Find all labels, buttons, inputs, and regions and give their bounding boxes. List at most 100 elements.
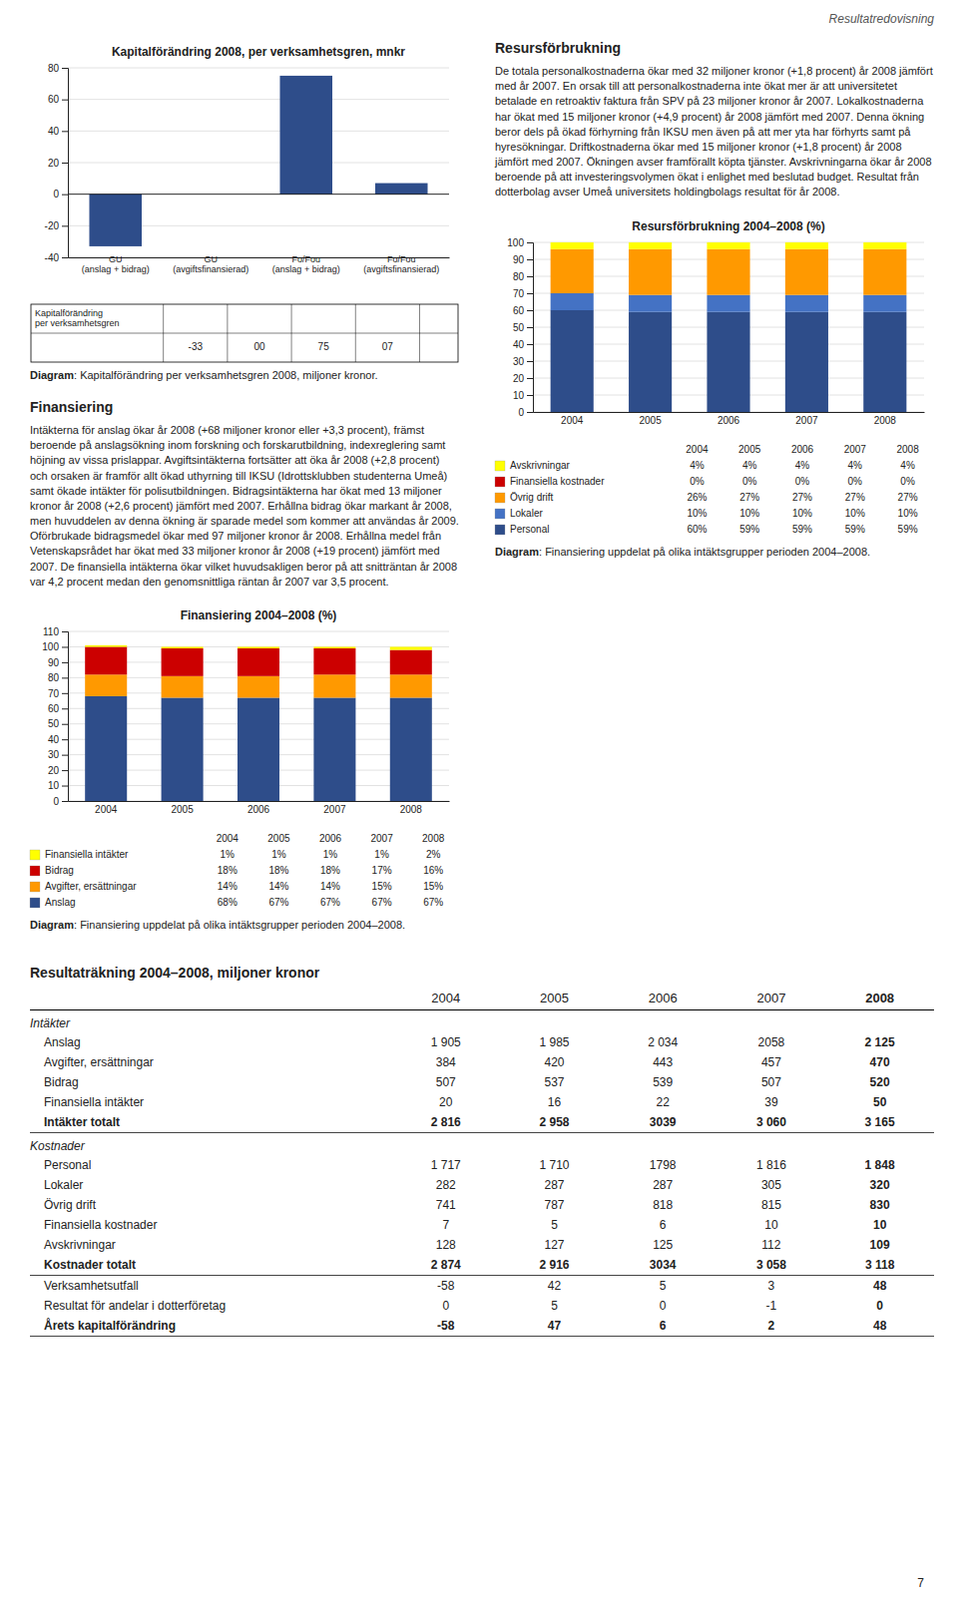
tick-mark (61, 130, 68, 132)
legend-year: 2005 (738, 443, 762, 455)
bar-segment (313, 646, 356, 649)
cell-value: 127 (499, 1235, 609, 1256)
legend-value: 15% (372, 881, 393, 893)
table-row: Personal1 7171 71017981 8161 848 (29, 1155, 935, 1176)
table-row: Bidrag507537539507520 (29, 1072, 935, 1093)
cell-value: 3034 (608, 1255, 718, 1277)
year-header: 2004 (391, 986, 500, 1011)
y-tick: 80 (47, 62, 68, 74)
legend-swatch (494, 461, 505, 472)
tick-mark (61, 257, 68, 259)
cell-value: 39 (717, 1092, 827, 1113)
article-text: Intäkterna för anslag ökar år 2008 (+68 … (29, 423, 460, 590)
tick-label: 2004 (94, 804, 118, 816)
legend-year: 2004 (685, 443, 709, 455)
text-line: GU (204, 254, 219, 265)
tick-label: 80 (512, 270, 525, 282)
y-tick: 20 (512, 372, 533, 384)
cell-value: 20 (391, 1092, 500, 1113)
legend-value: 26% (686, 490, 707, 502)
year-header: 2006 (608, 986, 718, 1011)
table-row: Avskrivningar128127125112109 (29, 1235, 935, 1256)
cell-value: 2 034 (608, 1032, 718, 1053)
x-tick: 2004 (94, 801, 118, 816)
tick-mark (61, 677, 68, 679)
row-label: Bidrag (29, 1072, 392, 1093)
bar-segment (161, 648, 204, 677)
x-tick: GU(avgiftsfinansierad) (172, 254, 249, 275)
cell-value: 787 (499, 1195, 609, 1216)
grid-line (67, 98, 450, 100)
tick-mark (61, 194, 68, 196)
tick-mark (61, 162, 68, 164)
legend-value: 67% (320, 897, 341, 909)
cell-value: 2 816 (391, 1112, 500, 1134)
caption-text: : Finansiering uppdelat på olika intäkts… (73, 919, 406, 932)
chart: Finansiering 2004–2008 (%)01020304050607… (29, 603, 460, 826)
row-label: Verksamhetsutfall (29, 1275, 392, 1297)
y-tick: 100 (41, 641, 68, 653)
tick-label: 90 (512, 253, 525, 265)
bar-segment (390, 674, 433, 698)
tick-mark (61, 662, 68, 664)
bar-segment (550, 248, 594, 293)
row-label: Årets kapitalförändring (29, 1316, 392, 1338)
table-head: 20042005200620072008 (29, 986, 935, 1011)
legend-entry: Personal (509, 522, 549, 534)
text-line: (avgiftsfinansierad) (172, 264, 249, 275)
bar-segment (84, 645, 127, 648)
y-tick: 20 (47, 765, 68, 777)
header-row: 20042005200620072008 (29, 986, 935, 1011)
tick-label: 70 (512, 287, 525, 299)
tick-mark (526, 395, 533, 397)
bar-segment (84, 646, 127, 675)
section-row: Intäkter (29, 1009, 935, 1033)
bar-segment (161, 646, 204, 649)
cell-value: 109 (825, 1235, 935, 1256)
bar-segment (863, 311, 907, 412)
legend-value: 27% (845, 490, 866, 502)
table-title: Resultaträkning 2004–2008, miljoner kron… (29, 964, 935, 981)
text-line: Kapitalförändring (34, 308, 103, 319)
legend-value: 18% (268, 865, 289, 877)
axis-line (68, 801, 451, 803)
cell-value: 3 (717, 1275, 827, 1297)
y-tick: 10 (512, 389, 533, 401)
legend-swatch (29, 882, 40, 893)
tick-label: 30 (512, 355, 525, 367)
x-tick: 2004 (560, 412, 584, 427)
y-tick: 70 (47, 687, 68, 699)
legend-swatch (29, 850, 40, 861)
tick-label: 60 (47, 93, 60, 105)
bar-segment (390, 646, 433, 650)
cell-value: 520 (825, 1072, 935, 1093)
table-row: Avgifter, ersättningar384420443457470 (29, 1052, 935, 1073)
y-tick: 60 (47, 703, 68, 715)
y-tick: 50 (512, 321, 533, 333)
x-tick: 2007 (323, 801, 347, 816)
legend-swatch (494, 524, 505, 535)
tick-mark (61, 225, 68, 227)
tick-label: 70 (47, 687, 60, 699)
legend-value: 4% (795, 459, 811, 471)
legend-entry: Avskrivningar (509, 459, 571, 471)
year-header: 2008 (825, 986, 935, 1011)
row-label: Anslag (29, 1032, 392, 1053)
cell-value: 2 874 (391, 1255, 500, 1277)
article-heading: Resursförbrukning (494, 39, 935, 56)
bar-segment (550, 310, 594, 413)
bar-segment (161, 697, 204, 802)
row-label: Avskrivningar (29, 1235, 392, 1256)
tick-label: 2008 (400, 804, 424, 816)
cell-value: -58 (391, 1275, 500, 1297)
bar-segment (161, 676, 204, 699)
table-border (30, 304, 459, 363)
legend-value: 10% (739, 506, 760, 518)
legend-value: 27% (898, 490, 919, 502)
x-axis: GU(anslag + bidrag)GU(avgiftsfinansierad… (68, 254, 451, 275)
cell-value: 42 (499, 1275, 609, 1297)
cell-value: 6 (608, 1316, 718, 1338)
bar-segment (237, 697, 280, 802)
bar-segment (84, 696, 127, 802)
tick-mark (526, 293, 533, 295)
